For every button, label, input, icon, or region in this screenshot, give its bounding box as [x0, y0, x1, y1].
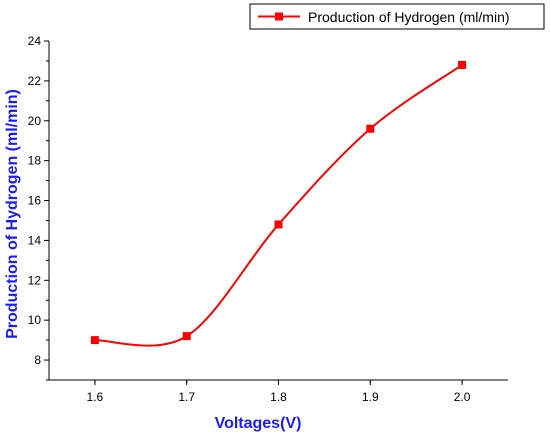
x-tick-label: 1.6	[87, 390, 104, 404]
y-axis-title: Production of Hydrogen (ml/min)	[4, 89, 21, 339]
legend-label: Production of Hydrogen (ml/min)	[308, 9, 510, 25]
data-point	[182, 332, 191, 341]
x-tick-label: 1.7	[178, 390, 195, 404]
y-tick-label: 14	[28, 233, 42, 247]
x-axis-title: Voltages(V)	[215, 415, 302, 432]
y-tick-label: 24	[28, 34, 42, 48]
y-tick-label: 8	[34, 353, 41, 367]
y-tick-label: 18	[28, 154, 42, 168]
y-tick-label: 22	[28, 74, 42, 88]
ticks: 1.6 1.7 1.8 1.9 2.0 8 10 12 14 16 18 20 22 24	[28, 34, 471, 404]
y-tick-label: 20	[28, 114, 42, 128]
series	[90, 60, 467, 347]
x-tick-label: 2.0	[454, 390, 471, 404]
series-line	[94, 64, 463, 347]
legend: Production of Hydrogen (ml/min)	[249, 3, 545, 30]
y-tick-label: 10	[28, 313, 42, 327]
y-tick-label: 16	[28, 194, 42, 208]
data-point	[366, 124, 375, 133]
data-point	[90, 336, 99, 345]
x-tick-label: 1.9	[362, 390, 379, 404]
data-point	[274, 220, 283, 229]
y-tick-label: 12	[28, 273, 42, 287]
data-point	[458, 60, 467, 69]
legend-marker	[275, 12, 283, 21]
x-tick-label: 1.8	[270, 390, 287, 404]
axes	[48, 41, 508, 381]
